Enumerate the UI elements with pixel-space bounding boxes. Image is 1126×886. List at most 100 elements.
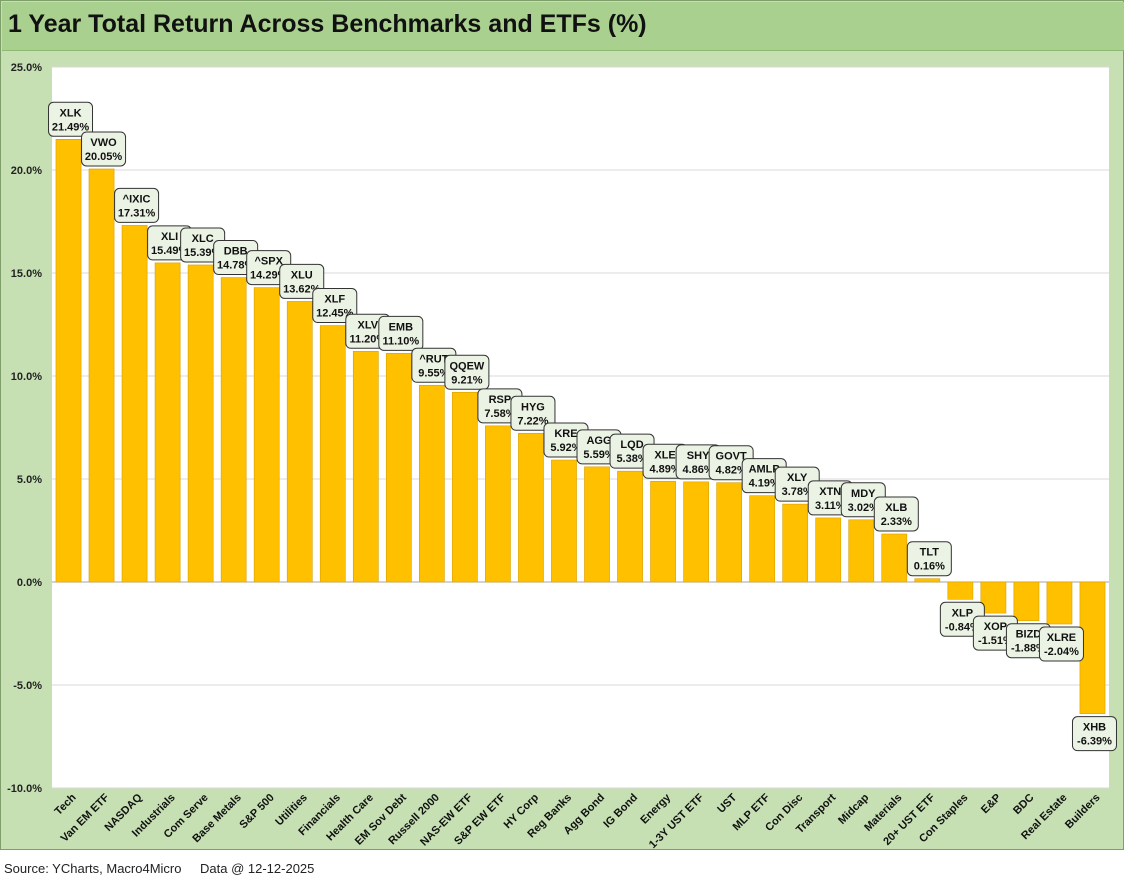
title-bar: 1 Year Total Return Across Benchmarks an…: [2, 2, 1124, 51]
data-label: XLRE -2.04%: [1038, 626, 1084, 662]
data-label-value: 4.19%: [749, 478, 780, 490]
data-label-value: 7.58%: [484, 408, 515, 420]
bar: [782, 503, 809, 583]
data-label-ticker: XHB: [1083, 722, 1106, 734]
data-label: XLF 12.45%: [312, 288, 358, 324]
data-label-box: [114, 187, 160, 223]
data-label-value: 3.78%: [782, 486, 813, 498]
bar: [848, 519, 875, 583]
data-label-box: [1071, 716, 1117, 752]
category-label: Builders: [1063, 792, 1103, 832]
data-label-ticker: AGG: [586, 435, 611, 447]
bar: [55, 139, 82, 583]
data-label-box: [48, 101, 94, 137]
bar: [187, 264, 214, 583]
bar: [716, 482, 742, 583]
bar: [584, 466, 610, 583]
category-label: E&P: [979, 792, 1003, 816]
data-label: EMB 11.10%: [378, 315, 424, 351]
data-label-value: 5.92%: [550, 442, 581, 454]
bar: [749, 495, 776, 583]
bar: [88, 168, 115, 583]
data-label-value: 2.33%: [881, 516, 912, 528]
data-label-box: [906, 541, 952, 577]
data-label-ticker: MDY: [851, 488, 876, 500]
bar-chart: -10.0% -5.0% 0.0% 5.0% 10.0% 15.0% 20.0% 25.0% T…: [7, 62, 1117, 851]
data-label-ticker: VWO: [90, 137, 117, 149]
bar: [385, 353, 412, 583]
data-label-box: [444, 354, 490, 390]
y-tick-label: -10.0%: [7, 783, 42, 795]
bar: [914, 578, 941, 583]
data-label-value: 14.29%: [250, 270, 288, 282]
data-label-value: 4.82%: [716, 465, 747, 477]
data-label: ^IXIC 17.31%: [114, 187, 160, 223]
data-label-value: -6.39%: [1077, 736, 1112, 748]
data-label-value: 11.10%: [382, 335, 419, 347]
data-label-value: 11.20%: [349, 333, 386, 345]
data-label-ticker: ^RUT: [419, 353, 448, 365]
data-label-ticker: XLC: [192, 233, 214, 245]
data-label-value: 7.22%: [517, 415, 548, 427]
data-label: XLB 2.33%: [873, 496, 919, 532]
data-label: XLK 21.49%: [48, 101, 94, 137]
bar: [518, 432, 544, 583]
data-label-value: 5.59%: [583, 449, 614, 461]
data-label-ticker: ^IXIC: [123, 193, 151, 205]
data-label-value: 3.11%: [815, 500, 846, 512]
bar: [1013, 581, 1040, 622]
data-label-value: 17.31%: [118, 207, 156, 219]
category-label: BDC: [1011, 792, 1036, 817]
data-label: TLT 0.16%: [906, 541, 952, 577]
data-label-value: 13.62%: [283, 283, 321, 295]
data-label-value: 21.49%: [52, 121, 90, 133]
bar: [121, 225, 148, 583]
bar: [881, 533, 908, 583]
y-tick-label: 15.0%: [11, 268, 42, 280]
bar: [154, 262, 181, 583]
bar: [485, 425, 511, 583]
bar: [1046, 581, 1073, 625]
data-label-ticker: RSP: [489, 394, 512, 406]
data-label-ticker: TLT: [920, 547, 940, 559]
data-label-value: 3.02%: [848, 502, 879, 514]
data-label-value: -0.84%: [945, 621, 980, 633]
data-label-box: [81, 131, 127, 167]
y-tick-label: 25.0%: [11, 62, 42, 74]
data-label-ticker: XLU: [291, 269, 313, 281]
data-label-value: 15.39%: [184, 247, 222, 259]
data-label-ticker: EMB: [389, 321, 414, 333]
data-label-ticker: XLK: [60, 107, 82, 119]
bar: [815, 517, 842, 583]
bar: [551, 459, 577, 583]
bar: [650, 480, 676, 583]
data-label-ticker: XLB: [885, 502, 907, 514]
y-tick-label: 0.0%: [17, 577, 42, 589]
bar: [352, 350, 379, 583]
y-tick-label: -5.0%: [13, 680, 42, 692]
bar: [1079, 581, 1106, 714]
data-label-ticker: XLE: [654, 449, 675, 461]
data-label: HYG 7.22%: [510, 395, 556, 431]
bar: [452, 391, 478, 583]
data-date: Data @ 12-12-2025: [200, 861, 315, 876]
data-label-ticker: XLP: [952, 607, 973, 619]
y-tick-label: 5.0%: [17, 474, 42, 486]
data-label-value: -1.51%: [978, 635, 1013, 647]
bar: [419, 384, 445, 583]
bar: [617, 470, 643, 583]
data-label-ticker: DBB: [224, 246, 248, 258]
data-label: QQEW 9.21%: [444, 354, 490, 390]
data-label-ticker: BIZD: [1016, 629, 1042, 641]
data-label: VWO 20.05%: [81, 131, 127, 167]
data-label-ticker: GOVT: [716, 451, 747, 463]
data-label-box: [873, 496, 919, 532]
data-label-ticker: HYG: [521, 401, 545, 413]
data-label-ticker: XLF: [324, 294, 345, 306]
bar: [683, 481, 709, 583]
data-label-box: [510, 395, 556, 431]
chart-footer: Source: YCharts, Macro4Micro Data @ 12-1…: [0, 852, 1126, 886]
data-label-value: 4.89%: [649, 463, 680, 475]
bar: [220, 277, 247, 583]
